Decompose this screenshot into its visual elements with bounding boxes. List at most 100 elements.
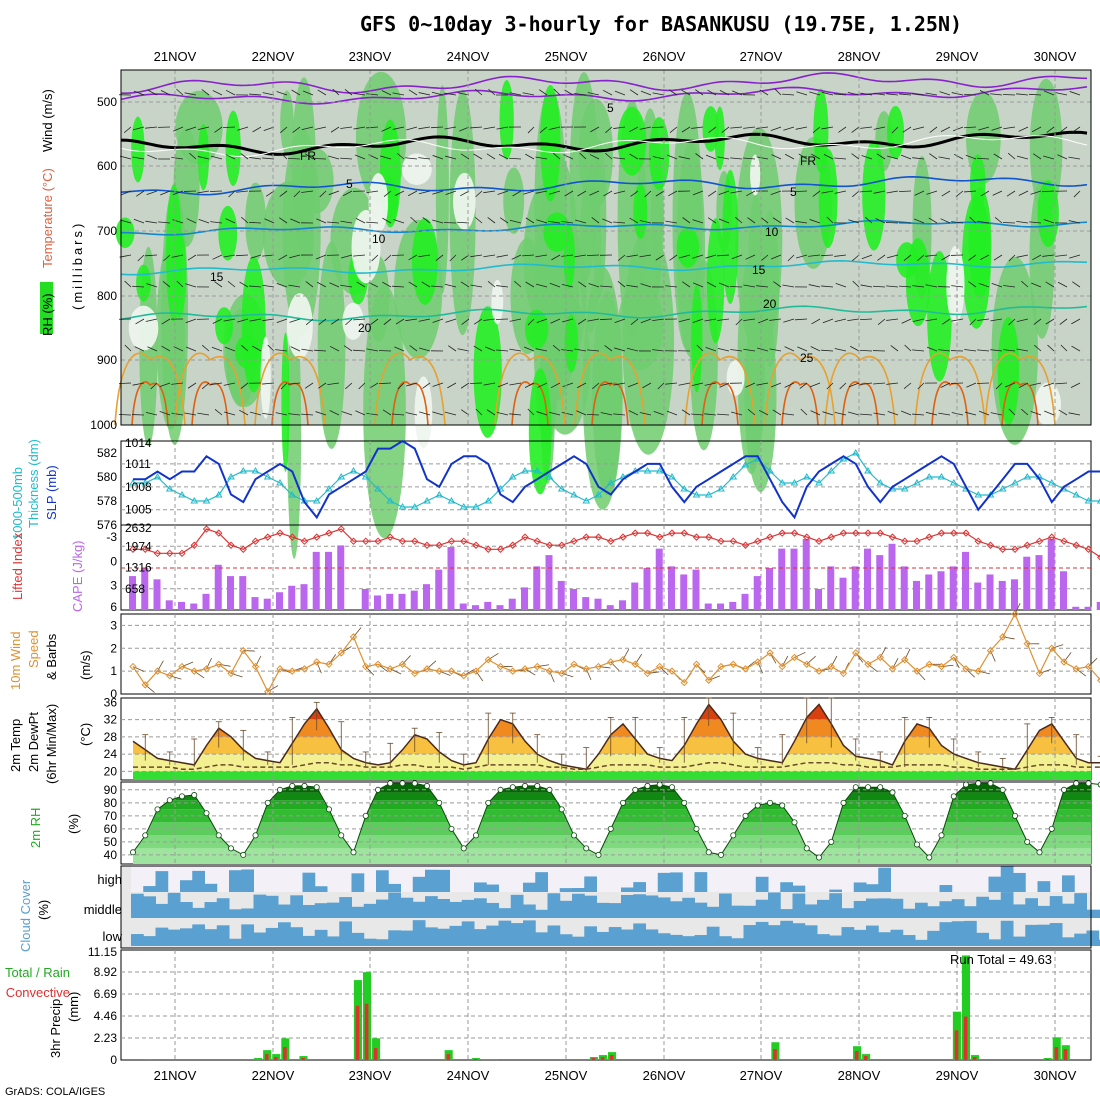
wind-barb <box>613 221 626 224</box>
wind-barb <box>783 126 795 131</box>
wind-barb <box>912 126 925 131</box>
axis-tick-label: 11.15 <box>88 945 117 959</box>
wind-barb <box>550 318 561 324</box>
wind-barb <box>133 90 145 96</box>
cloud-middle-cell <box>1074 893 1087 918</box>
wind-barb <box>382 281 392 288</box>
wind-speed-marker <box>374 660 382 668</box>
wind-barb <box>588 283 600 288</box>
axis-tick-label: 1974 <box>125 539 152 553</box>
cloud-low-cell <box>1098 939 1100 946</box>
temperature-contour-line <box>121 72 1088 94</box>
contour-label: 10 <box>765 225 779 239</box>
wind-barb <box>561 254 574 257</box>
wind-speed-marker <box>729 660 737 668</box>
wind-barb <box>717 318 730 321</box>
thickness-marker <box>190 497 199 504</box>
wind-barb <box>288 254 301 259</box>
cloud-middle-cell <box>927 906 940 918</box>
wind-barb <box>1068 412 1081 416</box>
wind-barb <box>1003 94 1016 96</box>
wind-label-3: & Barbs <box>44 633 59 680</box>
wind-barb <box>176 88 184 96</box>
axis-tick-label: 50 <box>104 835 118 849</box>
lifted-index-marker <box>545 541 554 549</box>
cape-bar <box>1011 579 1018 610</box>
thickness-marker <box>153 473 162 480</box>
wind-barb <box>938 412 951 416</box>
rh-marker <box>485 799 492 806</box>
wind-barb <box>197 190 210 194</box>
cloud-middle-cell <box>155 903 169 918</box>
wind-barb <box>626 347 639 352</box>
wind-barb <box>942 318 951 325</box>
wind-barb <box>496 349 509 352</box>
cloud-high-cell <box>229 870 242 892</box>
cloud-low-cell <box>731 938 744 946</box>
cape-bar <box>790 548 798 610</box>
cloud-low-cell <box>915 939 928 946</box>
wind-barb <box>692 190 704 196</box>
lifted-index-marker <box>129 545 137 553</box>
rh-marker <box>252 832 259 839</box>
wind-barb <box>640 318 652 324</box>
wind-barb <box>577 318 587 325</box>
cloud-middle-cell <box>278 904 291 918</box>
wind-barb <box>457 348 470 352</box>
wind-barb <box>485 346 496 352</box>
cape-bar <box>937 571 945 610</box>
cloud-middle-cell <box>412 901 426 918</box>
rh-marker <box>644 782 651 789</box>
cape-bar <box>888 543 896 610</box>
rh-marker <box>1073 780 1080 787</box>
wind-barb <box>551 254 561 261</box>
wind-barb <box>341 254 353 259</box>
wind-barb <box>795 190 808 193</box>
wind-speed-marker <box>950 653 958 662</box>
wind-barb <box>977 157 990 160</box>
cloud-high-cell <box>755 876 769 892</box>
cape-bar <box>386 593 394 610</box>
rh-marker <box>681 799 688 806</box>
wind-barb <box>392 126 405 130</box>
wind-barb <box>964 190 977 193</box>
axis-tick-label: 582 <box>97 446 117 460</box>
thickness-marker <box>1084 497 1093 504</box>
rh-marker <box>828 838 835 845</box>
lifted-index-marker <box>974 537 982 545</box>
wind-barb <box>591 217 600 224</box>
thickness-marker <box>325 485 333 492</box>
wind-barb <box>408 281 418 288</box>
cloud-low-cell <box>1037 924 1051 946</box>
wind-barb <box>293 190 301 198</box>
wind-barb <box>314 349 327 352</box>
cloud-high-cell <box>694 872 708 892</box>
temperature-band <box>133 704 1091 720</box>
wind-barb <box>422 217 431 224</box>
wind-barb <box>525 153 535 160</box>
wind-barb <box>691 413 704 416</box>
cloud-low-cell <box>167 929 181 946</box>
lifted-index-marker <box>1011 545 1019 553</box>
cloud-middle-cell <box>1098 909 1100 918</box>
wind-barb <box>315 411 327 416</box>
wind-speed-marker <box>754 658 762 666</box>
wind-barb <box>171 254 184 258</box>
cloud-high-cell <box>657 872 671 892</box>
cloud-high-cell <box>1013 872 1026 892</box>
wind-barb <box>600 382 613 386</box>
wind-barb <box>1031 282 1042 288</box>
cloud-low-cell <box>547 925 561 946</box>
cloud-middle-cell <box>1086 909 1100 918</box>
cloud-middle-label: middle <box>84 902 122 917</box>
rh-saturated-area <box>131 116 145 183</box>
cloud-low-cell <box>265 927 279 946</box>
wind-barb <box>408 254 418 261</box>
run-total: Run Total = 49.63 <box>950 952 1052 967</box>
wind-barb <box>223 318 236 322</box>
cloud-low-cell <box>964 920 977 946</box>
wind-barb <box>592 382 600 390</box>
wind-barb <box>717 156 730 160</box>
axis-tick-label: 32 <box>104 713 118 727</box>
